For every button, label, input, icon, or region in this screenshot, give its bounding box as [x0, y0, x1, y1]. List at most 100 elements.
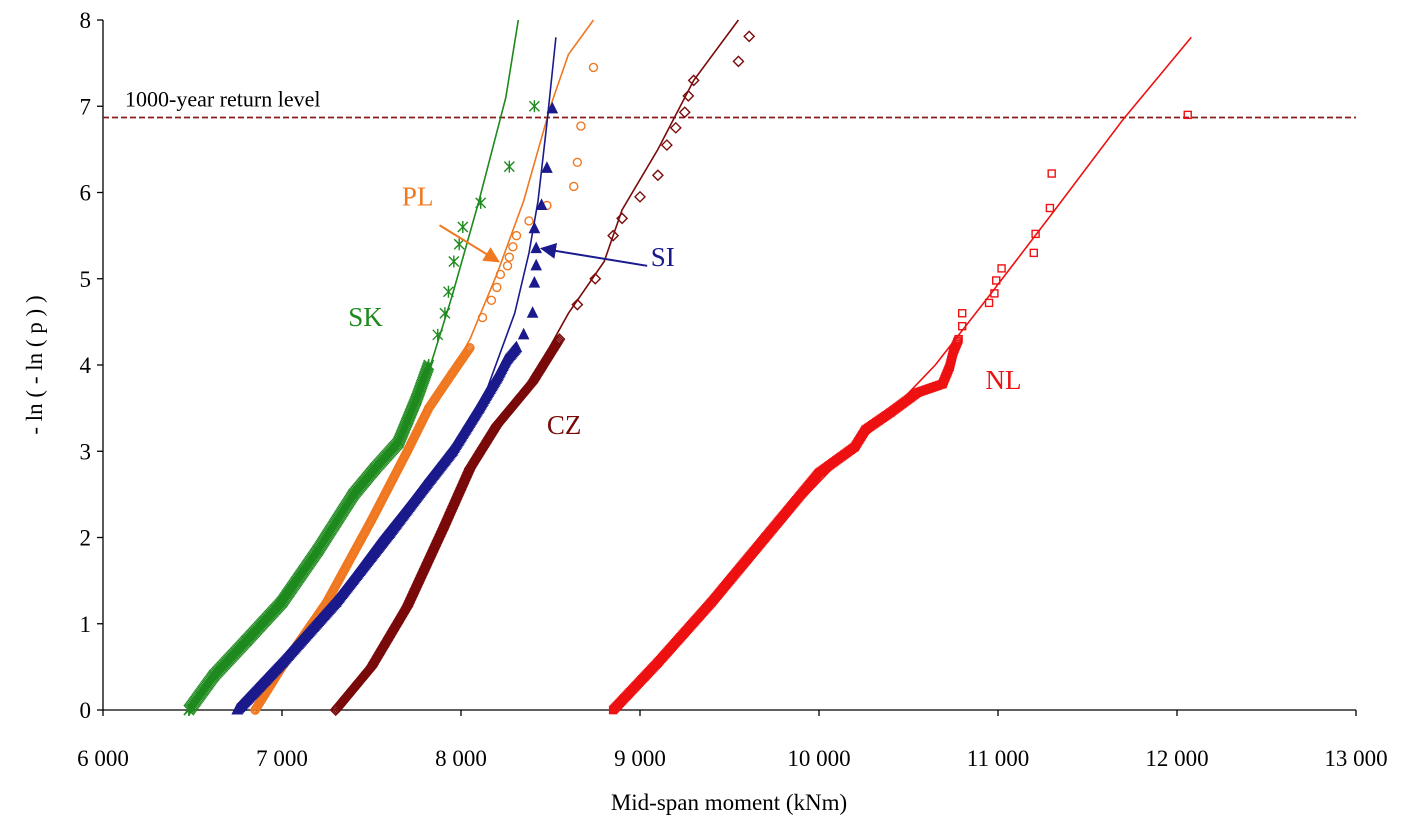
y-axis-title: - ln ( - ln ( p ) ) — [22, 295, 47, 434]
data-point — [448, 255, 460, 268]
y-tick-label: 3 — [80, 439, 92, 464]
annotations: SK PL SI CZ NL — [348, 181, 1021, 440]
data-point — [511, 230, 522, 241]
data-point — [503, 160, 515, 173]
data-point — [492, 282, 502, 293]
data-point — [365, 660, 378, 673]
y-tick-label: 4 — [80, 353, 92, 378]
data-point — [530, 258, 542, 271]
data-point — [502, 261, 513, 271]
data-point — [958, 309, 967, 318]
reference-line-group: 1000-year return level — [103, 86, 1356, 119]
data-point — [1029, 248, 1039, 258]
data-point — [383, 526, 396, 538]
data-point — [572, 157, 583, 168]
data-point — [526, 306, 539, 318]
fit-line — [254, 19, 595, 711]
data-point — [401, 600, 414, 613]
series-sk — [183, 19, 540, 716]
data-point — [526, 376, 539, 389]
y-axis-ticks: 0 1 2 3 4 5 6 7 8 — [80, 8, 103, 723]
data-point — [938, 379, 947, 389]
series-label-si: SI — [651, 242, 675, 272]
plot-area — [102, 20, 1356, 711]
data-point — [486, 295, 497, 306]
x-tick-label: 6 000 — [77, 746, 129, 771]
data-point — [761, 533, 770, 542]
data-point — [528, 275, 541, 288]
y-tick-label: 5 — [80, 267, 92, 292]
data-point — [524, 216, 534, 226]
data-point — [453, 238, 465, 251]
fit-line — [236, 37, 557, 711]
reference-line-label: 1000-year return level — [125, 86, 320, 111]
data-point — [660, 139, 673, 152]
data-point — [651, 169, 664, 182]
y-tick-label: 6 — [80, 181, 92, 206]
data-point — [743, 30, 756, 43]
series-pl — [250, 19, 599, 715]
data-point — [504, 252, 515, 262]
data-point — [850, 442, 859, 452]
data-point — [886, 408, 895, 417]
x-tick-label: 8 000 — [435, 746, 487, 771]
data-point — [499, 353, 512, 366]
data-point — [984, 298, 994, 308]
data-point — [553, 333, 566, 346]
data-point — [1183, 110, 1192, 120]
data-point — [510, 340, 523, 353]
x-tick-label: 11 000 — [967, 746, 1029, 771]
data-point — [329, 704, 342, 716]
data-point — [517, 327, 530, 340]
x-axis-ticks: 6 000 7 000 8 000 9 000 10 000 11 000 12 000 13… — [77, 710, 1388, 771]
data-point — [945, 362, 954, 371]
data-point — [546, 101, 559, 114]
series-label-nl: NL — [985, 365, 1021, 395]
x-tick-label: 13 000 — [1324, 746, 1387, 771]
data-point — [608, 705, 618, 715]
series-layer — [183, 19, 1192, 716]
data-point — [634, 190, 646, 203]
data-point — [997, 264, 1006, 273]
data-point — [678, 106, 691, 119]
x-tick-label: 7 000 — [256, 746, 308, 771]
data-point — [861, 425, 870, 434]
series-label-sk: SK — [348, 302, 383, 332]
data-point — [508, 242, 518, 252]
data-point — [530, 241, 542, 254]
series-label-pl: PL — [402, 181, 434, 211]
y-tick-label: 0 — [80, 698, 92, 723]
data-point — [437, 522, 450, 535]
series-label-cz: CZ — [547, 410, 582, 440]
fit-line — [335, 19, 740, 711]
data-point — [1045, 203, 1055, 213]
y-tick-label: 1 — [80, 612, 92, 637]
data-point — [576, 121, 586, 131]
data-point — [669, 121, 682, 134]
y-tick-label: 2 — [80, 526, 92, 551]
data-point — [732, 55, 745, 68]
data-point — [1031, 229, 1040, 239]
data-point — [687, 74, 700, 87]
data-point — [814, 468, 824, 478]
data-point — [535, 198, 548, 210]
arrow-si — [539, 242, 648, 267]
data-point — [992, 276, 1001, 285]
data-point — [589, 272, 602, 285]
data-point — [457, 221, 469, 233]
data-point — [949, 347, 958, 357]
x-axis-title: Mid-span moment (kNm) — [611, 790, 847, 815]
data-point — [490, 370, 503, 383]
series-nl — [608, 36, 1192, 715]
data-point — [490, 419, 503, 432]
y-tick-label: 7 — [80, 94, 92, 119]
data-point — [1047, 169, 1056, 178]
fit-line — [612, 36, 1192, 711]
data-point — [528, 221, 541, 234]
data-point — [541, 161, 553, 173]
data-point — [616, 212, 629, 225]
series-band — [183, 360, 434, 716]
x-tick-label: 12 000 — [1145, 746, 1208, 771]
x-tick-label: 9 000 — [614, 746, 666, 771]
data-point — [588, 62, 599, 73]
